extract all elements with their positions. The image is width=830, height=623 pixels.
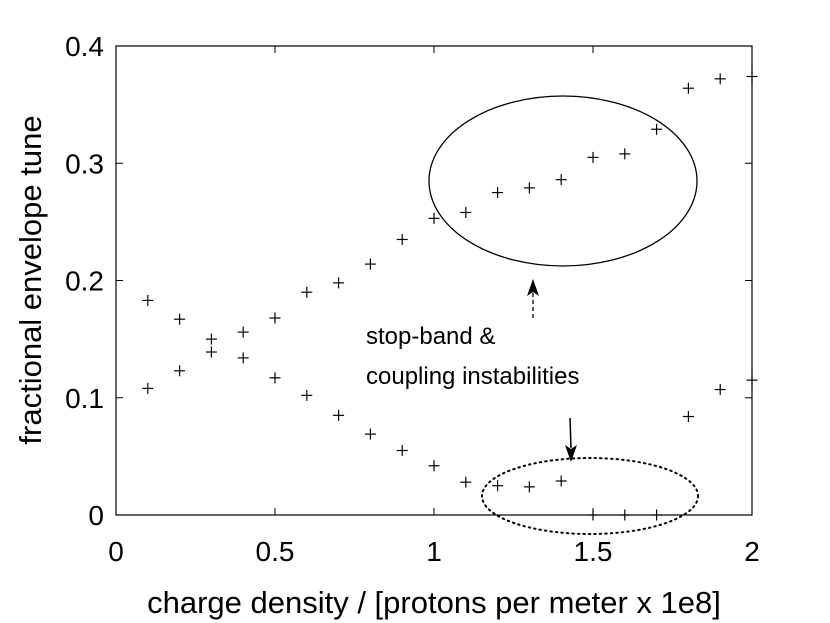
- tick-labels: 0 0.5 1 1.5 2 0 0.1 0.2 0.3 0.4: [65, 31, 760, 567]
- data-point-series-2: [619, 509, 631, 521]
- coupling-dotted-ellipse: [481, 457, 699, 535]
- data-point-series-2: [396, 445, 408, 457]
- data-point-series-2: [555, 475, 567, 487]
- arrow-down-head: [565, 445, 577, 462]
- data-point-series-2: [428, 460, 440, 472]
- data-point-series-1: [523, 182, 535, 194]
- data-point-series-2: [460, 476, 472, 488]
- data-point-series-2: [523, 481, 535, 493]
- data-point-series-2: [333, 409, 345, 421]
- data-point-series-1: [174, 313, 186, 325]
- data-point-series-2: [301, 389, 313, 401]
- y-tick-label: 0.4: [65, 31, 104, 62]
- data-point-series-1: [142, 294, 154, 306]
- y-tick-label: 0: [88, 500, 104, 531]
- data-point-series-2: [492, 480, 504, 492]
- x-tick-label: 1: [426, 536, 442, 567]
- y-tick-label: 0.1: [65, 383, 104, 414]
- y-axis-label: fractional envelope tune: [13, 115, 48, 444]
- data-point-series-1: [682, 82, 694, 94]
- data-point-series-1: [333, 277, 345, 289]
- data-markers: [142, 70, 758, 521]
- data-point-series-2: [651, 509, 663, 521]
- x-tick-label: 0: [108, 536, 124, 567]
- stop-band-ellipse: [428, 95, 698, 267]
- data-point-series-1: [237, 326, 249, 338]
- data-point-series-2: [142, 382, 154, 394]
- data-point-series-1: [364, 258, 376, 270]
- data-point-series-2: [682, 411, 694, 423]
- data-point-series-1: [587, 151, 599, 163]
- y-tick-label: 0.3: [65, 148, 104, 179]
- x-tick-label: 1.5: [574, 536, 613, 567]
- data-point-series-2: [714, 384, 726, 396]
- data-point-series-1: [746, 70, 758, 82]
- arrow-up-head: [527, 279, 539, 296]
- data-point-series-1: [492, 187, 504, 199]
- data-point-series-2: [587, 509, 599, 521]
- plot-frame: [115, 45, 753, 516]
- annotation-text-line2: coupling instabilities: [366, 363, 579, 390]
- data-point-series-2: [174, 365, 186, 377]
- annotation-text-line1: stop-band &: [366, 323, 495, 350]
- data-point-series-1: [619, 148, 631, 160]
- x-tick-label: 2: [744, 536, 760, 567]
- data-point-series-2: [237, 352, 249, 364]
- data-point-series-2: [269, 372, 281, 384]
- x-axis-label: charge density / [protons per meter x 1e…: [147, 585, 721, 620]
- data-point-series-1: [428, 212, 440, 224]
- data-point-series-1: [651, 123, 663, 135]
- data-point-series-2: [205, 346, 217, 358]
- data-point-series-1: [460, 206, 472, 218]
- arrow-down-shaft: [569, 417, 572, 449]
- data-point-series-2: [746, 374, 758, 386]
- data-point-series-1: [269, 312, 281, 324]
- axis-ticks: [115, 45, 753, 516]
- data-point-series-1: [555, 174, 567, 186]
- data-point-series-1: [714, 73, 726, 85]
- y-tick-label: 0.2: [65, 266, 104, 297]
- data-point-series-2: [364, 428, 376, 440]
- x-tick-label: 0.5: [256, 536, 295, 567]
- data-point-series-1: [205, 333, 217, 345]
- data-point-series-1: [396, 233, 408, 245]
- data-point-series-1: [301, 286, 313, 298]
